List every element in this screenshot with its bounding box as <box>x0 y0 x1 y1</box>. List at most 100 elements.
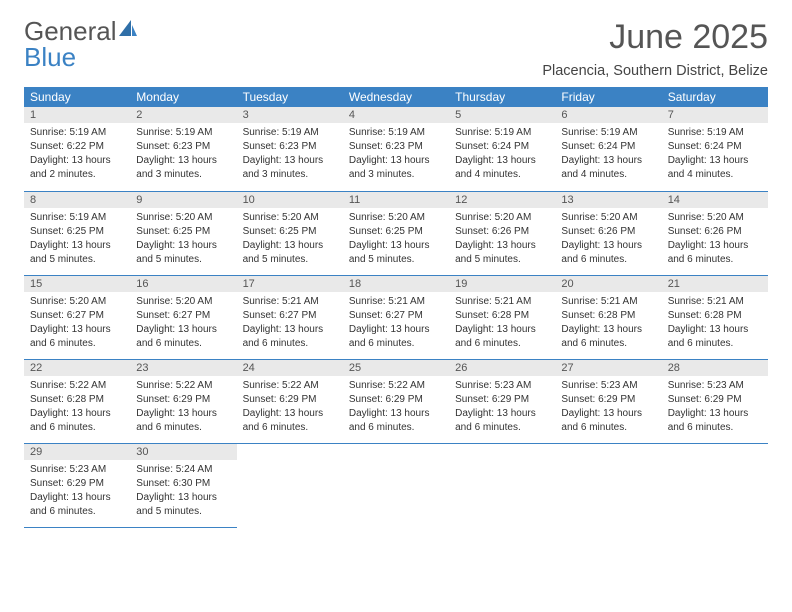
day-number: 19 <box>449 276 555 292</box>
day-daylight2: and 6 minutes. <box>349 421 443 434</box>
day-sunset: Sunset: 6:30 PM <box>136 477 230 490</box>
day-sunrise: Sunrise: 5:24 AM <box>136 463 230 476</box>
day-content: Sunrise: 5:19 AMSunset: 6:24 PMDaylight:… <box>449 123 555 186</box>
day-sunrise: Sunrise: 5:20 AM <box>136 295 230 308</box>
day-daylight2: and 6 minutes. <box>136 337 230 350</box>
day-sunset: Sunset: 6:27 PM <box>243 309 337 322</box>
day-content: Sunrise: 5:19 AMSunset: 6:23 PMDaylight:… <box>237 123 343 186</box>
logo-sail-icon <box>117 18 139 44</box>
day-sunrise: Sunrise: 5:20 AM <box>668 211 762 224</box>
day-daylight1: Daylight: 13 hours <box>455 407 549 420</box>
day-sunset: Sunset: 6:29 PM <box>455 393 549 406</box>
day-sunset: Sunset: 6:27 PM <box>30 309 124 322</box>
day-header-row: Sunday Monday Tuesday Wednesday Thursday… <box>24 87 768 107</box>
day-sunset: Sunset: 6:29 PM <box>668 393 762 406</box>
day-daylight2: and 6 minutes. <box>668 337 762 350</box>
day-daylight2: and 3 minutes. <box>243 168 337 181</box>
day-daylight2: and 5 minutes. <box>243 253 337 266</box>
day-sunrise: Sunrise: 5:19 AM <box>136 126 230 139</box>
day-sunrise: Sunrise: 5:22 AM <box>349 379 443 392</box>
day-number: 8 <box>24 192 130 208</box>
day-content: Sunrise: 5:20 AMSunset: 6:26 PMDaylight:… <box>555 208 661 271</box>
day-daylight2: and 6 minutes. <box>136 421 230 434</box>
calendar-cell: 26Sunrise: 5:23 AMSunset: 6:29 PMDayligh… <box>449 359 555 443</box>
header: GeneralBlue June 2025 Placencia, Souther… <box>24 18 768 79</box>
calendar-cell: 24Sunrise: 5:22 AMSunset: 6:29 PMDayligh… <box>237 359 343 443</box>
calendar-cell: 1Sunrise: 5:19 AMSunset: 6:22 PMDaylight… <box>24 107 130 191</box>
calendar-cell: 19Sunrise: 5:21 AMSunset: 6:28 PMDayligh… <box>449 275 555 359</box>
day-content: Sunrise: 5:20 AMSunset: 6:25 PMDaylight:… <box>130 208 236 271</box>
day-sunset: Sunset: 6:25 PM <box>136 225 230 238</box>
day-content: Sunrise: 5:20 AMSunset: 6:27 PMDaylight:… <box>130 292 236 355</box>
day-sunrise: Sunrise: 5:19 AM <box>30 211 124 224</box>
day-daylight1: Daylight: 13 hours <box>561 407 655 420</box>
day-daylight2: and 6 minutes. <box>30 421 124 434</box>
calendar-cell: 6Sunrise: 5:19 AMSunset: 6:24 PMDaylight… <box>555 107 661 191</box>
day-sunset: Sunset: 6:27 PM <box>349 309 443 322</box>
day-number: 4 <box>343 107 449 123</box>
day-daylight2: and 4 minutes. <box>561 168 655 181</box>
day-number: 7 <box>662 107 768 123</box>
day-sunrise: Sunrise: 5:19 AM <box>243 126 337 139</box>
day-sunrise: Sunrise: 5:22 AM <box>136 379 230 392</box>
day-daylight1: Daylight: 13 hours <box>136 407 230 420</box>
day-content: Sunrise: 5:22 AMSunset: 6:29 PMDaylight:… <box>237 376 343 439</box>
day-sunrise: Sunrise: 5:20 AM <box>455 211 549 224</box>
day-daylight1: Daylight: 13 hours <box>668 323 762 336</box>
day-sunset: Sunset: 6:25 PM <box>243 225 337 238</box>
calendar-cell: 12Sunrise: 5:20 AMSunset: 6:26 PMDayligh… <box>449 191 555 275</box>
calendar-cell: 13Sunrise: 5:20 AMSunset: 6:26 PMDayligh… <box>555 191 661 275</box>
day-number: 25 <box>343 360 449 376</box>
day-number: 9 <box>130 192 236 208</box>
day-daylight1: Daylight: 13 hours <box>349 154 443 167</box>
day-content: Sunrise: 5:23 AMSunset: 6:29 PMDaylight:… <box>555 376 661 439</box>
calendar-cell: 2Sunrise: 5:19 AMSunset: 6:23 PMDaylight… <box>130 107 236 191</box>
day-content: Sunrise: 5:22 AMSunset: 6:29 PMDaylight:… <box>343 376 449 439</box>
day-number: 27 <box>555 360 661 376</box>
calendar-cell: 15Sunrise: 5:20 AMSunset: 6:27 PMDayligh… <box>24 275 130 359</box>
calendar-cell: 14Sunrise: 5:20 AMSunset: 6:26 PMDayligh… <box>662 191 768 275</box>
day-daylight1: Daylight: 13 hours <box>561 239 655 252</box>
day-sunrise: Sunrise: 5:23 AM <box>455 379 549 392</box>
day-sunset: Sunset: 6:27 PM <box>136 309 230 322</box>
day-sunrise: Sunrise: 5:22 AM <box>30 379 124 392</box>
day-content: Sunrise: 5:23 AMSunset: 6:29 PMDaylight:… <box>662 376 768 439</box>
day-daylight1: Daylight: 13 hours <box>243 239 337 252</box>
day-daylight1: Daylight: 13 hours <box>455 323 549 336</box>
day-sunrise: Sunrise: 5:21 AM <box>455 295 549 308</box>
calendar-cell: 28Sunrise: 5:23 AMSunset: 6:29 PMDayligh… <box>662 359 768 443</box>
day-header: Monday <box>130 87 236 107</box>
day-daylight2: and 3 minutes. <box>136 168 230 181</box>
calendar-cell <box>237 443 343 527</box>
day-daylight1: Daylight: 13 hours <box>136 323 230 336</box>
calendar-row: 8Sunrise: 5:19 AMSunset: 6:25 PMDaylight… <box>24 191 768 275</box>
day-content: Sunrise: 5:19 AMSunset: 6:23 PMDaylight:… <box>343 123 449 186</box>
day-sunrise: Sunrise: 5:19 AM <box>455 126 549 139</box>
calendar-cell: 29Sunrise: 5:23 AMSunset: 6:29 PMDayligh… <box>24 443 130 527</box>
day-sunset: Sunset: 6:29 PM <box>243 393 337 406</box>
day-sunset: Sunset: 6:28 PM <box>668 309 762 322</box>
calendar-cell: 30Sunrise: 5:24 AMSunset: 6:30 PMDayligh… <box>130 443 236 527</box>
logo-text-blue: Blue <box>24 42 76 72</box>
day-sunrise: Sunrise: 5:20 AM <box>243 211 337 224</box>
calendar-row: 22Sunrise: 5:22 AMSunset: 6:28 PMDayligh… <box>24 359 768 443</box>
day-daylight1: Daylight: 13 hours <box>561 323 655 336</box>
day-daylight1: Daylight: 13 hours <box>136 239 230 252</box>
day-sunrise: Sunrise: 5:21 AM <box>349 295 443 308</box>
day-sunset: Sunset: 6:24 PM <box>455 140 549 153</box>
day-daylight1: Daylight: 13 hours <box>243 323 337 336</box>
day-number: 14 <box>662 192 768 208</box>
title-block: June 2025 Placencia, Southern District, … <box>542 18 768 79</box>
day-sunrise: Sunrise: 5:21 AM <box>243 295 337 308</box>
day-content: Sunrise: 5:20 AMSunset: 6:26 PMDaylight:… <box>449 208 555 271</box>
day-daylight1: Daylight: 13 hours <box>30 154 124 167</box>
day-daylight2: and 6 minutes. <box>561 253 655 266</box>
day-number: 1 <box>24 107 130 123</box>
day-daylight2: and 6 minutes. <box>455 421 549 434</box>
day-sunrise: Sunrise: 5:21 AM <box>561 295 655 308</box>
calendar-row: 15Sunrise: 5:20 AMSunset: 6:27 PMDayligh… <box>24 275 768 359</box>
day-content: Sunrise: 5:23 AMSunset: 6:29 PMDaylight:… <box>449 376 555 439</box>
day-daylight2: and 6 minutes. <box>561 337 655 350</box>
day-daylight1: Daylight: 13 hours <box>668 239 762 252</box>
day-content: Sunrise: 5:19 AMSunset: 6:24 PMDaylight:… <box>555 123 661 186</box>
